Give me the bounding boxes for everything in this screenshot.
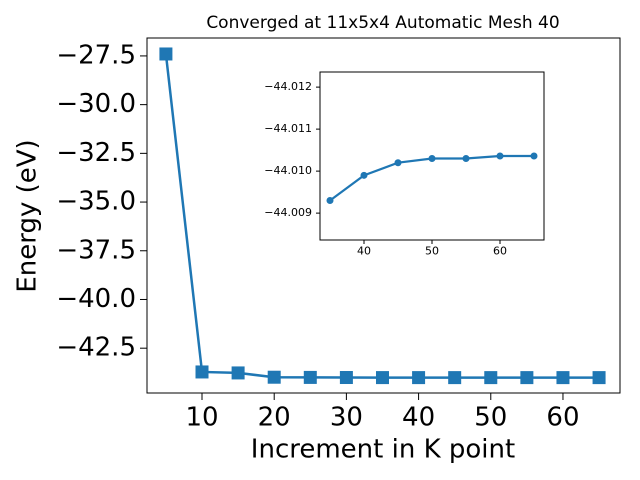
marker — [339, 371, 353, 385]
y-tick-label: −27.5 — [56, 40, 136, 70]
marker — [448, 371, 462, 385]
y-tick-label: −35.0 — [56, 187, 136, 217]
marker — [326, 197, 334, 205]
y-tick-label: −44.011 — [264, 122, 312, 135]
marker — [375, 371, 389, 385]
marker — [556, 371, 570, 385]
y-tick-label: −32.5 — [56, 138, 136, 168]
marker — [159, 47, 173, 61]
marker — [428, 155, 436, 163]
marker — [592, 371, 606, 385]
y-tick-label: −40.0 — [56, 284, 136, 314]
y-tick-label: −37.5 — [56, 235, 136, 265]
marker — [303, 370, 317, 384]
marker — [530, 152, 538, 160]
marker — [520, 371, 534, 385]
x-tick-label: 50 — [474, 403, 507, 433]
marker — [267, 370, 281, 384]
x-tick-label: 20 — [258, 403, 291, 433]
x-tick-label: 60 — [493, 245, 507, 258]
marker — [496, 152, 504, 160]
y-tick-label: −44.010 — [264, 164, 312, 177]
y-tick-label: −42.5 — [56, 333, 136, 363]
marker — [412, 371, 426, 385]
x-tick-label: 60 — [546, 403, 579, 433]
x-tick-label: 40 — [357, 245, 371, 258]
marker — [484, 371, 498, 385]
y-tick-label: −44.012 — [264, 80, 312, 93]
marker — [360, 171, 368, 179]
y-axis-label: Energy (eV) — [13, 139, 43, 292]
marker — [231, 366, 245, 380]
x-tick-label: 40 — [402, 403, 435, 433]
marker — [394, 159, 402, 167]
marker — [462, 155, 470, 163]
chart-title: Converged at 11x5x4 Automatic Mesh 40 — [206, 13, 559, 33]
x-axis-label: Increment in K point — [251, 435, 515, 465]
x-tick-label: 30 — [330, 403, 363, 433]
y-tick-label: −44.009 — [264, 206, 312, 219]
y-tick-label: −30.0 — [56, 89, 136, 119]
marker — [195, 365, 209, 379]
x-tick-label: 50 — [425, 245, 439, 258]
x-tick-label: 10 — [185, 403, 218, 433]
